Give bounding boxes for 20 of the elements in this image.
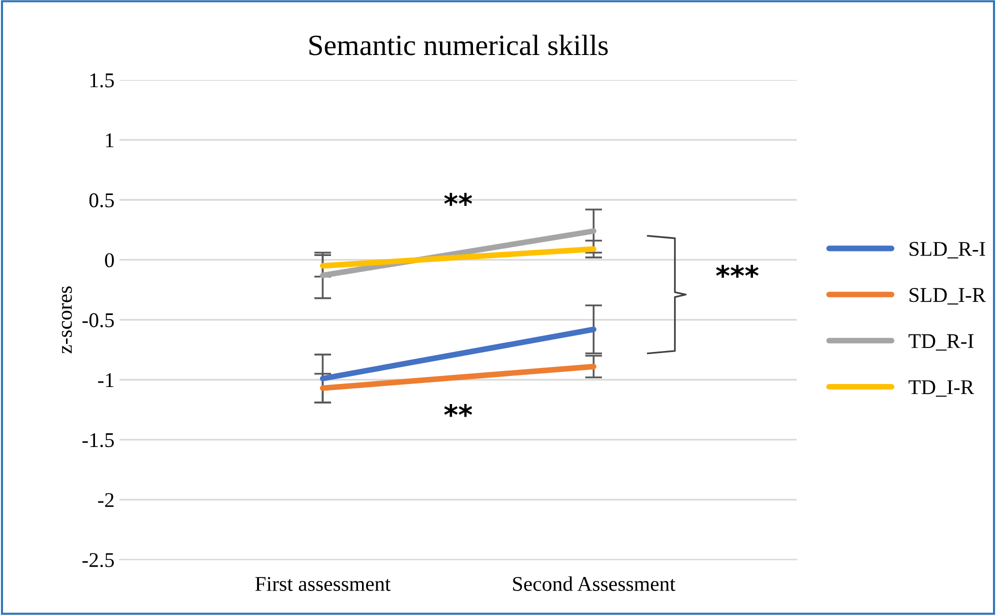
legend-label: SLD_I-R [910,288,986,305]
y-tick-label: 1 [106,133,114,148]
chart-title: Semantic numerical skills [309,34,608,56]
y-tick-label: -0.5 [82,313,114,328]
y-axis-title: z-scores [62,286,72,354]
annotation: ** [444,404,472,417]
y-tick-label: -1 [98,373,114,387]
y-tick-label: 1.5 [90,73,114,88]
y-tick-label: 0.5 [89,193,114,208]
y-tick-label: -2.5 [82,553,114,568]
y-tick-label: -2 [98,493,114,507]
y-tick-label: -1.5 [82,433,114,448]
x-tick-label: Second Assessment [513,576,676,591]
legend-label: TD_I-R [908,380,974,397]
x-tick-label: First assessment [255,576,391,591]
legend-label: TD_R-I [908,334,974,351]
legend-label: SLD_R-I [910,242,986,258]
annotation: ** [444,192,472,206]
annotation: *** [716,264,759,278]
y-tick-label: 0 [105,253,114,268]
